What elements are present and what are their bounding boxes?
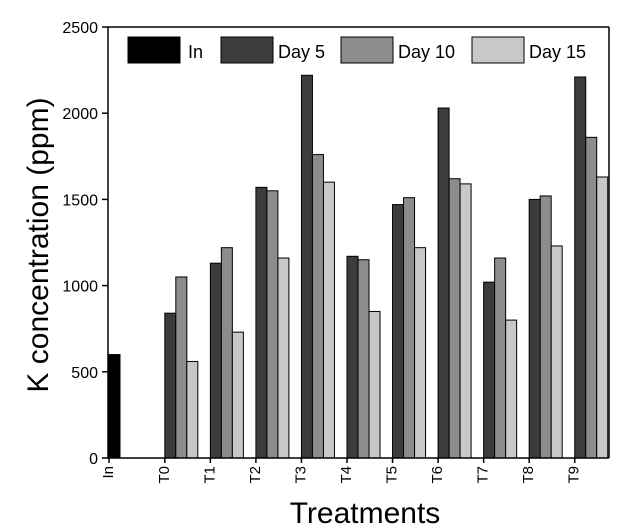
y-tick-label-2500: 2500 — [62, 20, 98, 37]
x-tick-label-t4: T4 — [338, 466, 355, 484]
x-axis-title: Treatments — [290, 497, 441, 529]
bar-day-15-t9 — [596, 176, 609, 459]
bar-day-5-t9 — [574, 76, 587, 459]
y-ticks: 0 500 1000 1500 2000 2500 — [62, 20, 108, 468]
bar-day-15-t7 — [505, 319, 518, 459]
x-tick-label-t5: T5 — [384, 466, 401, 484]
legend-label-day-15: Day 15 — [529, 42, 586, 62]
bar-day-10-t8 — [539, 195, 552, 459]
bar-day-15-t1 — [231, 331, 244, 459]
bar-day-5-t3 — [300, 74, 313, 459]
bar-day-10-t6 — [448, 178, 461, 459]
bar-day-5-t0 — [164, 312, 177, 459]
legend: In Day 5 Day 10 Day 15 — [127, 36, 586, 64]
bar-day-5-t7 — [483, 281, 496, 459]
y-tick-label-1000: 1000 — [62, 279, 98, 296]
bar-day-15-t5 — [414, 247, 427, 459]
y-tick-label-2000: 2000 — [62, 106, 98, 123]
bar-day-10-t4 — [357, 259, 370, 459]
legend-label-in: In — [188, 42, 203, 62]
x-ticks: In T0 T1 T2 T3 T4 T5 T6 T7 T8 T9 — [100, 458, 583, 484]
axes-layer — [107, 26, 610, 459]
x-tick-label-t2: T2 — [247, 466, 264, 484]
bars-layer — [108, 74, 609, 459]
legend-label-day-5: Day 5 — [278, 42, 325, 62]
x-tick-label-t1: T1 — [201, 466, 218, 484]
x-tick-label-in: In — [100, 466, 117, 479]
legend-swatch-day-15 — [471, 36, 525, 64]
x-tick-label-t8: T8 — [520, 466, 537, 484]
bar-day-5-t8 — [528, 198, 541, 459]
y-axis-title: K concentration (ppm) — [22, 97, 55, 392]
bar-day-10-t0 — [175, 276, 188, 459]
bar-day-5-t6 — [437, 107, 450, 459]
bar-day-5-t5 — [392, 204, 405, 459]
y-tick-label-1500: 1500 — [62, 192, 98, 209]
bar-day-5-t1 — [209, 262, 222, 459]
x-tick-label-t6: T6 — [429, 466, 446, 484]
legend-swatch-day-5 — [220, 36, 274, 64]
bar-day-10-t1 — [220, 247, 233, 459]
bar-day-15-t0 — [186, 360, 199, 459]
bar-in-in — [108, 354, 121, 459]
bar-day-10-t7 — [494, 257, 507, 459]
bar-day-5-t4 — [346, 255, 359, 459]
x-tick-label-t0: T0 — [156, 466, 173, 484]
bar-day-10-t9 — [585, 136, 598, 459]
bar-day-15-t2 — [277, 257, 290, 459]
bar-day-15-t4 — [368, 310, 381, 459]
y-tick-label-0: 0 — [89, 451, 98, 468]
legend-swatch-day-10 — [340, 36, 394, 64]
legend-label-day-10: Day 10 — [398, 42, 455, 62]
y-tick-label-500: 500 — [71, 365, 98, 382]
bar-day-10-t3 — [311, 154, 324, 459]
bar-day-5-t2 — [255, 186, 268, 459]
bar-day-10-t2 — [266, 190, 279, 459]
bar-day-10-t5 — [403, 197, 416, 459]
x-tick-label-t9: T9 — [566, 466, 583, 484]
x-tick-label-t7: T7 — [475, 466, 492, 484]
bar-day-15-t8 — [550, 245, 563, 459]
legend-swatch-in — [127, 36, 181, 64]
bar-day-15-t3 — [322, 181, 335, 459]
x-tick-label-t3: T3 — [292, 466, 309, 484]
bar-day-15-t6 — [459, 183, 472, 459]
